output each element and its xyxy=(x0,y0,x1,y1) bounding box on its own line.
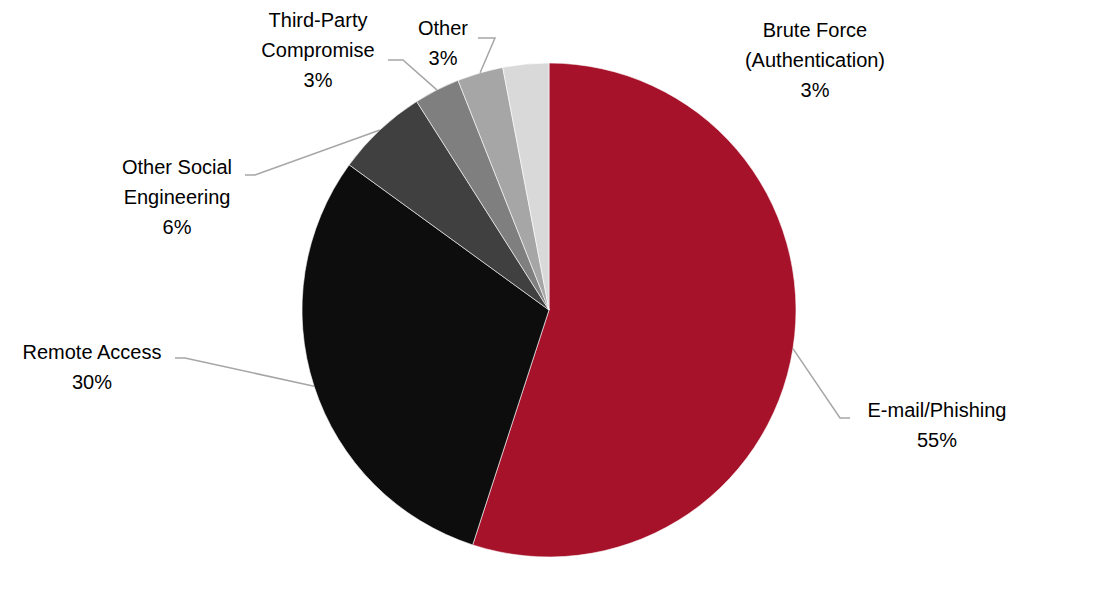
leader-line xyxy=(793,349,850,418)
chart-container: E-mail/Phishing 55% Remote Access 30% Other … xyxy=(0,0,1105,613)
slice-label: Other SocialEngineering xyxy=(122,156,232,208)
pie-chart: E-mail/Phishing 55% Remote Access 30% Other … xyxy=(0,0,1105,613)
data-label: 6% xyxy=(163,216,192,238)
leader-line xyxy=(245,130,380,175)
slice-label: Remote Access xyxy=(23,341,162,363)
slice-label: Brute Force(Authentication) xyxy=(745,19,885,71)
pie-slice xyxy=(503,63,549,310)
data-label: 3% xyxy=(304,69,333,91)
data-label: 55% xyxy=(917,429,957,451)
leader-line xyxy=(175,358,314,386)
data-label: 30% xyxy=(72,371,112,393)
labels: E-mail/Phishing 55% Remote Access 30% Other … xyxy=(23,9,1007,451)
data-label: 3% xyxy=(801,79,830,101)
slice-label: Other xyxy=(418,17,468,39)
data-label: 3% xyxy=(429,47,458,69)
slices xyxy=(302,63,796,557)
slice-label: Third-PartyCompromise xyxy=(261,9,374,61)
slice-label: E-mail/Phishing xyxy=(868,399,1007,421)
leader-line xyxy=(478,38,495,73)
